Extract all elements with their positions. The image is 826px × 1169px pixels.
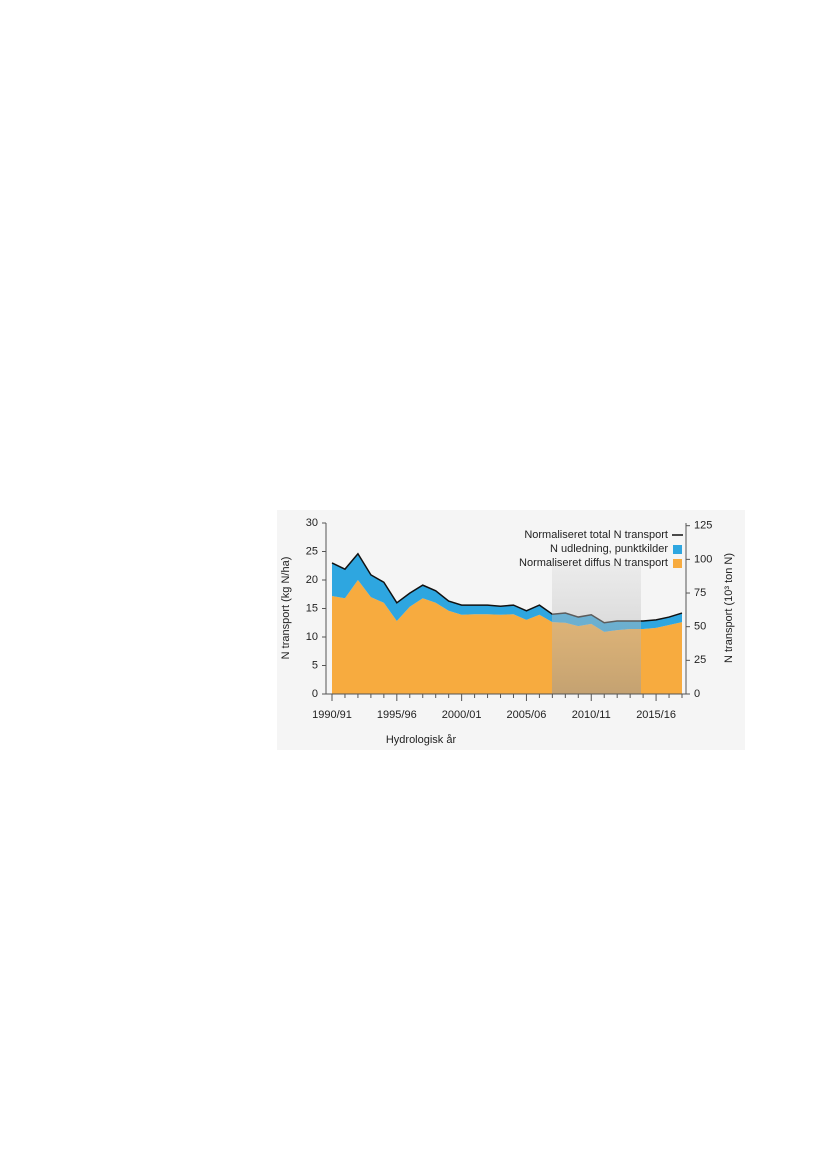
y-tick-label: 0 [312,688,318,700]
y2-axis-label: N transport (10³ ton N) [723,553,735,663]
legend-label: Normaliseret diffus N transport [519,557,668,569]
y2-tick-label: 100 [694,553,712,565]
y2-tick-label: 25 [694,654,706,666]
y2-tick-label: 125 [694,520,712,532]
y2-tick-label: 50 [694,621,706,633]
y-tick-label: 15 [306,602,318,614]
legend-swatch [673,559,682,568]
y2-tick-label: 75 [694,587,706,599]
y2-tick-label: 0 [694,688,700,700]
x-axis-label: Hydrologisk år [386,734,457,746]
x-tick-label: 2010/11 [572,709,611,721]
y-tick-label: 25 [306,545,318,557]
x-tick-label: 1990/91 [312,709,352,721]
shaded-period [552,565,641,694]
area [332,553,682,632]
legend-label: N udledning, punktkilder [550,543,668,555]
x-tick-label: 2015/16 [636,709,676,721]
y-axis-label: N transport (kg N/ha) [280,557,292,660]
x-tick-label: 2000/01 [442,709,482,721]
x-tick-label: 1995/96 [377,709,417,721]
x-tick-label: 2005/06 [507,709,547,721]
y-tick-label: 10 [306,631,318,643]
y-tick-label: 5 [312,659,318,671]
y-tick-label: 30 [306,517,318,529]
y-tick-label: 20 [306,574,318,586]
legend-label: Normaliseret total N transport [524,529,668,541]
legend-swatch [673,545,682,554]
axis-layer: 0 5 10 15 20 25 30 0 25 50 75 100 125 1990/91 1995/96 2… [306,517,713,721]
